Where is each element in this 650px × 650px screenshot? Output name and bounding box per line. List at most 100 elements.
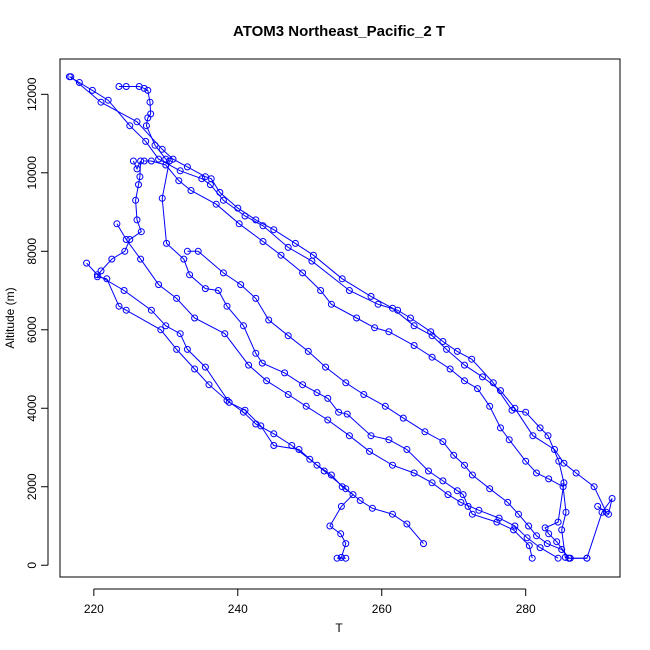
data-point bbox=[122, 236, 130, 243]
data-point bbox=[428, 332, 436, 340]
data-point bbox=[122, 83, 130, 90]
data-point bbox=[551, 446, 558, 453]
series-line bbox=[116, 223, 559, 559]
data-point bbox=[572, 469, 580, 477]
data-point bbox=[453, 347, 461, 355]
data-point bbox=[439, 477, 447, 485]
data-point bbox=[338, 483, 346, 491]
data-point bbox=[223, 396, 231, 404]
data-point bbox=[259, 238, 267, 245]
data-point bbox=[201, 363, 209, 371]
data-point bbox=[205, 381, 213, 389]
data-point bbox=[605, 510, 612, 518]
data-point bbox=[214, 287, 222, 294]
data-point bbox=[309, 251, 317, 259]
data-point bbox=[183, 345, 191, 353]
data-point bbox=[327, 471, 335, 479]
data-point bbox=[235, 220, 243, 228]
data-point bbox=[428, 479, 436, 487]
data-point bbox=[165, 157, 173, 165]
data-point bbox=[240, 322, 247, 330]
data-point bbox=[169, 155, 177, 163]
data-point bbox=[142, 137, 150, 145]
data-point bbox=[326, 522, 334, 530]
data-point bbox=[389, 461, 396, 469]
data-point bbox=[144, 86, 152, 94]
data-point bbox=[270, 430, 278, 438]
data-point bbox=[304, 347, 312, 355]
data-point bbox=[317, 287, 325, 294]
data-point bbox=[144, 114, 152, 122]
data-point bbox=[367, 432, 375, 440]
data-point bbox=[245, 361, 253, 369]
data-point bbox=[457, 498, 465, 506]
data-point bbox=[263, 377, 271, 385]
data-point bbox=[608, 495, 616, 502]
data-point bbox=[337, 530, 345, 538]
data-point bbox=[137, 157, 145, 165]
data-point bbox=[468, 471, 476, 479]
data-point bbox=[201, 285, 209, 293]
data-point bbox=[560, 479, 568, 487]
data-point bbox=[486, 402, 494, 410]
data-point bbox=[155, 281, 163, 289]
data-point bbox=[198, 175, 206, 183]
data-point bbox=[219, 269, 227, 277]
data-point bbox=[162, 161, 170, 169]
data-point bbox=[284, 243, 292, 251]
data-point bbox=[180, 255, 188, 263]
series-line bbox=[70, 76, 607, 513]
data-point bbox=[157, 326, 165, 334]
data-point bbox=[313, 461, 321, 469]
data-point bbox=[420, 540, 427, 548]
data-point bbox=[291, 239, 299, 247]
data-point bbox=[562, 508, 570, 516]
series-6 bbox=[140, 157, 591, 562]
data-point bbox=[284, 332, 292, 340]
data-point bbox=[299, 269, 307, 277]
data-point bbox=[191, 314, 199, 322]
data-point bbox=[162, 322, 170, 330]
y-tick-label: 6000 bbox=[25, 316, 39, 343]
data-point bbox=[543, 540, 551, 548]
data-point bbox=[207, 175, 215, 183]
data-point bbox=[523, 534, 531, 542]
data-point bbox=[337, 502, 345, 510]
series-layer bbox=[65, 73, 616, 562]
data-point bbox=[212, 200, 220, 208]
data-point bbox=[155, 155, 163, 163]
data-point bbox=[187, 187, 195, 194]
data-point bbox=[342, 540, 350, 548]
data-point bbox=[590, 483, 598, 491]
data-point bbox=[93, 271, 101, 279]
data-point bbox=[147, 306, 155, 314]
data-point bbox=[461, 377, 468, 385]
data-point bbox=[497, 424, 504, 432]
data-point bbox=[594, 502, 602, 510]
data-point bbox=[257, 422, 265, 430]
data-point bbox=[176, 330, 184, 338]
data-point bbox=[528, 554, 536, 562]
data-point bbox=[88, 86, 96, 94]
data-point bbox=[146, 98, 154, 106]
data-point bbox=[529, 432, 537, 440]
y-tick-label: 0 bbox=[25, 562, 39, 569]
series-line bbox=[187, 250, 570, 559]
data-point bbox=[510, 526, 517, 534]
data-point bbox=[486, 485, 494, 493]
data-point bbox=[258, 359, 266, 367]
y-tick-label: 10000 bbox=[25, 156, 39, 190]
data-point bbox=[132, 196, 140, 204]
data-point bbox=[468, 355, 476, 363]
data-point bbox=[444, 491, 452, 499]
data-point bbox=[83, 259, 91, 267]
data-point bbox=[511, 404, 519, 412]
data-point bbox=[129, 157, 137, 165]
data-point bbox=[137, 228, 145, 236]
x-tick-label: 240 bbox=[228, 602, 248, 616]
plot-area bbox=[59, 58, 621, 578]
data-point bbox=[108, 255, 116, 263]
data-point bbox=[335, 408, 343, 416]
y-tick-label: 4000 bbox=[25, 395, 39, 422]
data-point bbox=[560, 459, 568, 467]
